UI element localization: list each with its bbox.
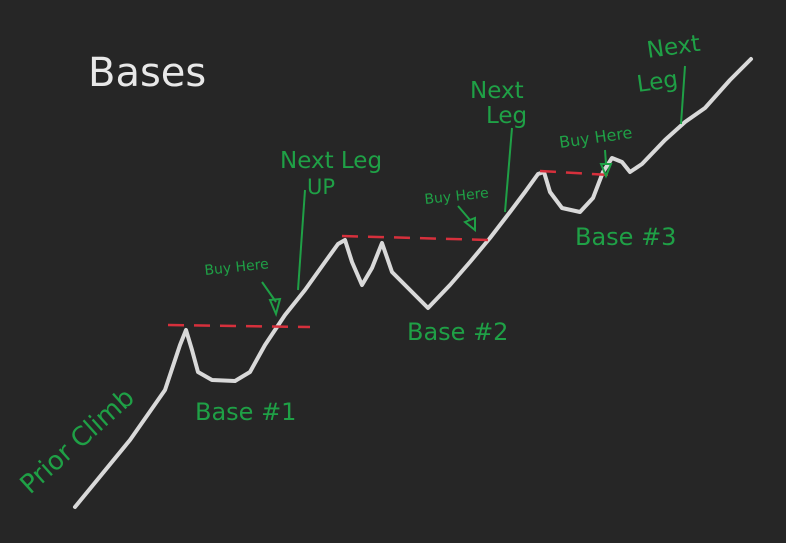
buy-here-label-1: Buy Here — [204, 256, 270, 279]
resistance-line-base2 — [341, 234, 489, 242]
base3-label: Base #3 — [575, 223, 676, 251]
next-leg-1-line2: UP — [307, 175, 335, 199]
buy-here-label-2: Buy Here — [424, 185, 490, 208]
resistance-line-base3 — [539, 169, 611, 177]
next-leg-2-line1: Next — [470, 78, 524, 104]
next-leg-marker-3 — [680, 65, 686, 125]
next-leg-marker-2 — [504, 127, 513, 213]
prior-climb-label: Prior Climb — [15, 383, 141, 501]
buy-arrow-1 — [261, 281, 282, 318]
buy-here-label-3: Buy Here — [558, 123, 634, 152]
price-line — [73, 57, 753, 509]
resistance-line-base1 — [167, 323, 311, 329]
next-leg-1-line1: Next Leg — [280, 148, 382, 174]
next-leg-3-line1: Next — [645, 31, 702, 64]
next-leg-marker-1 — [297, 189, 306, 291]
buy-arrow-2 — [457, 205, 476, 233]
base2-label: Base #2 — [407, 318, 508, 346]
diagram-title: Bases — [88, 50, 206, 96]
base1-label: Base #1 — [195, 398, 296, 426]
next-leg-2-line2: Leg — [486, 103, 527, 129]
next-leg-3-line2: Leg — [635, 66, 679, 97]
buy-arrow-3 — [599, 149, 613, 179]
